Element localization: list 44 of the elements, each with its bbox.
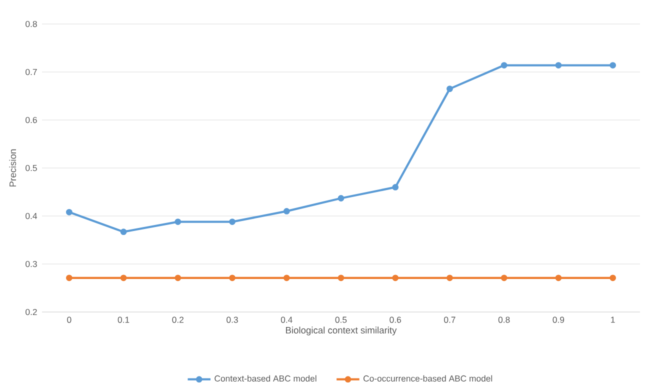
point — [174, 218, 182, 226]
x-tick-label: 0.5 — [335, 316, 347, 323]
point — [610, 274, 616, 282]
point — [338, 195, 344, 202]
x-tick-label: 0.6 — [390, 316, 402, 323]
y-tick-label: 0.8 — [26, 21, 37, 28]
point — [338, 274, 344, 282]
y-tick-label: 0.2 — [26, 309, 37, 316]
point — [500, 62, 508, 69]
point — [446, 86, 453, 92]
point — [229, 274, 236, 282]
x-tick-label: 0.7 — [444, 316, 456, 323]
legend-label: Context-based ABC model — [214, 375, 316, 382]
point — [555, 62, 562, 69]
point — [392, 274, 399, 282]
x-tick-label: 1 — [611, 316, 615, 323]
y-tick-label: 0.6 — [26, 117, 37, 124]
point — [446, 274, 453, 282]
x-tick-label: 0.8 — [498, 316, 510, 323]
point — [500, 274, 508, 282]
point — [392, 184, 399, 190]
x-tick-label: 0.9 — [552, 316, 564, 323]
point — [610, 62, 616, 69]
point — [120, 274, 127, 282]
y-tick-label: 0.4 — [26, 213, 38, 220]
x-tick-label: 0.1 — [118, 316, 130, 323]
y-tick-label: 0.5 — [26, 165, 37, 172]
x-tick-label: 0.2 — [172, 316, 184, 323]
x-tick-label: 0.4 — [280, 316, 292, 323]
point — [174, 274, 182, 282]
x-tick-label: 0.3 — [226, 316, 238, 323]
y-tick-label: 0.7 — [26, 69, 37, 76]
legend-label: Co-occurrence-based ABC model — [364, 375, 492, 382]
point — [555, 274, 562, 282]
point — [229, 218, 236, 226]
x-tick-label: 0 — [67, 316, 72, 323]
point — [66, 274, 72, 282]
point — [283, 208, 290, 214]
x-axis-title: Biological context similarity — [286, 326, 397, 336]
y-axis-title: Precision — [9, 150, 16, 187]
y-tick-label: 0.3 — [26, 261, 37, 268]
point — [283, 274, 290, 282]
point — [120, 228, 127, 236]
point — [66, 209, 72, 216]
